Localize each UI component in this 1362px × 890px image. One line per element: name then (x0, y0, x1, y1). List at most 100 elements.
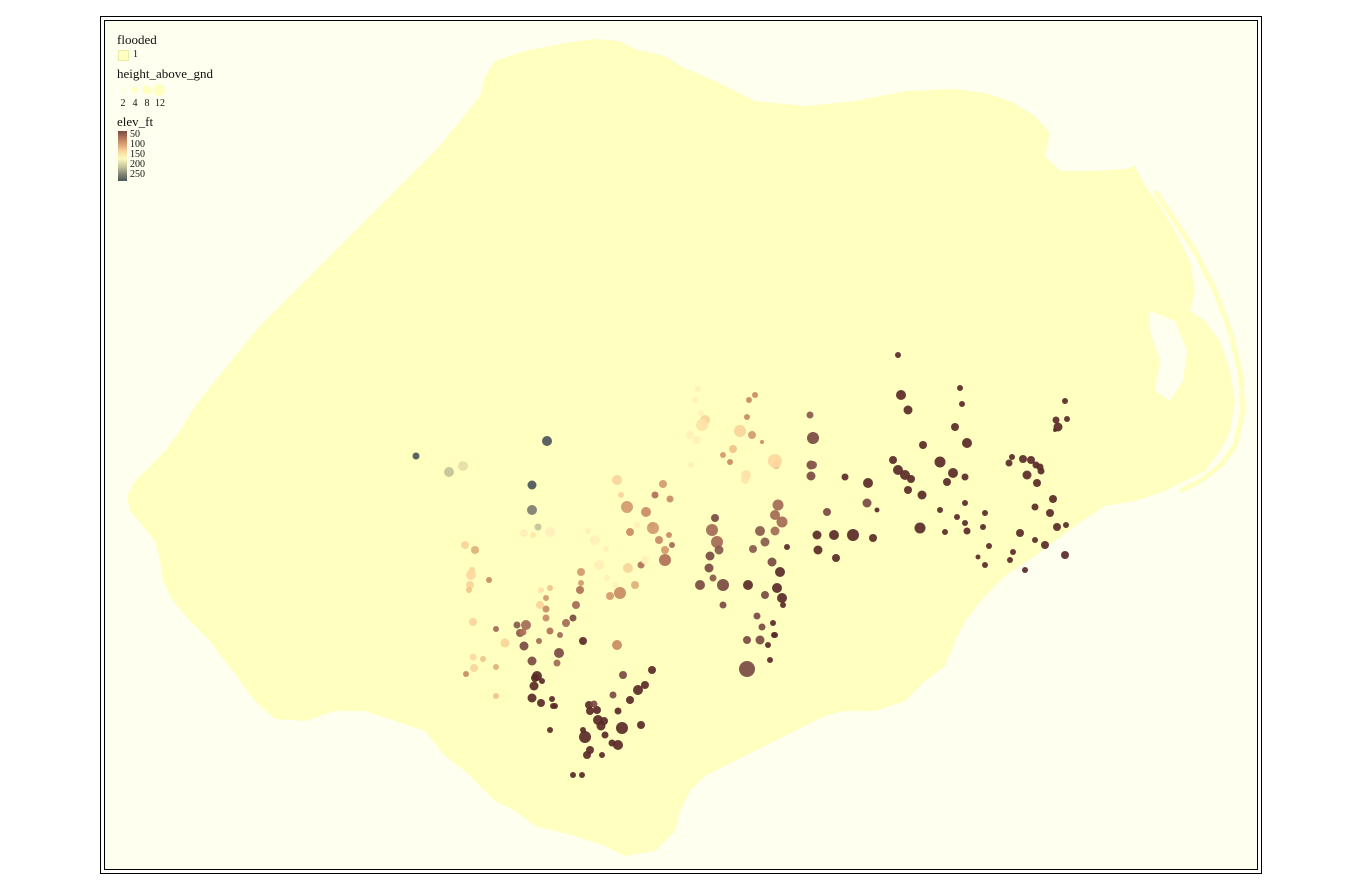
gauge-point (863, 478, 873, 488)
legend-height-symbol-12 (153, 84, 165, 96)
gauge-point (806, 471, 816, 481)
gauge-point (706, 524, 718, 536)
gauge-point (1063, 522, 1069, 528)
gauge-point (755, 526, 765, 536)
gauge-point (527, 656, 537, 666)
sound-water (1150, 311, 1187, 401)
gauge-point (717, 579, 729, 591)
gauge-point (1027, 456, 1035, 464)
gauge-point (752, 392, 758, 398)
gauge-point (1010, 549, 1016, 555)
gauge-point (666, 495, 674, 503)
gauge-point (500, 638, 510, 648)
gauge-point (486, 577, 492, 583)
gauge-point (641, 556, 649, 564)
gauge-point (530, 532, 536, 538)
gauge-point (743, 636, 751, 644)
gauge-point (601, 731, 609, 739)
gauge-point (547, 585, 553, 591)
gauge-point (919, 441, 927, 449)
gauge-point (748, 431, 756, 439)
gauge-point (711, 514, 719, 522)
gauge-point (603, 546, 609, 552)
gauge-point (772, 499, 784, 511)
gauge-point (962, 438, 972, 448)
legend-flooded-title: flooded (117, 32, 157, 47)
map-legend: flooded 1 height_above_gnd 2 4 8 12 elev… (117, 33, 213, 181)
gauge-point (776, 516, 788, 528)
gauge-point (634, 522, 640, 528)
gauge-point (586, 707, 594, 715)
gauge-point (841, 473, 849, 481)
gauge-point (982, 510, 988, 516)
gauge-point (980, 524, 986, 530)
gauge-point (480, 656, 486, 662)
gauge-point (1019, 455, 1027, 463)
gauge-point (412, 452, 420, 460)
gauge-point (669, 542, 675, 548)
gauge-point (954, 514, 960, 520)
gauge-point (599, 752, 605, 758)
gauge-point (982, 562, 988, 568)
gauge-point (593, 706, 601, 714)
legend-elev-label-150: 150 (130, 149, 145, 160)
gauge-point (537, 699, 545, 707)
gauge-point (458, 461, 468, 471)
gauge-point (609, 691, 617, 699)
gauge-point (493, 626, 499, 632)
legend-height-symbol-4 (132, 87, 138, 93)
legend-flooded-item: 1 (117, 47, 213, 61)
gauge-point (755, 635, 765, 645)
gauge-point (767, 657, 773, 663)
gauge-point (704, 563, 714, 573)
gauge-point (770, 510, 780, 520)
legend-elev-title: elev_ft (117, 114, 154, 129)
gauge-point (772, 583, 782, 593)
gauge-point (493, 693, 499, 699)
gauge-point (823, 508, 831, 516)
gauge-point (714, 545, 724, 555)
gauge-point (594, 560, 604, 570)
gauge-point (688, 462, 694, 468)
gauge-point (729, 445, 737, 453)
gauge-point (959, 401, 965, 407)
gauge-point (444, 467, 454, 477)
gauge-point (812, 530, 822, 540)
gauge-point (659, 480, 667, 488)
gauge-point (753, 612, 761, 620)
gauge-point (570, 772, 576, 778)
gauge-point (806, 411, 814, 419)
legend-elev-label-50: 50 (130, 129, 140, 140)
gauge-points (412, 352, 1070, 778)
gauge-point (466, 581, 474, 589)
gauge-point (1009, 454, 1015, 460)
gauge-point (649, 522, 655, 528)
gauge-point (590, 700, 598, 708)
legend-elev-ramp (118, 131, 127, 181)
gauge-point (637, 721, 645, 729)
gauge-point (862, 498, 872, 508)
legend-elev-label-250: 250 (130, 169, 145, 180)
gauge-point (542, 436, 552, 446)
gauge-point (538, 587, 544, 593)
gauge-point (542, 614, 550, 622)
legend-height-label-2: 2 (120, 98, 126, 109)
legend-height-label-12: 12 (155, 98, 165, 109)
gauge-point (765, 642, 771, 648)
gauge-point (520, 529, 528, 537)
gauge-point (466, 587, 472, 593)
gauge-point (1053, 523, 1061, 531)
gauge-point (711, 536, 723, 548)
gauge-point (596, 721, 606, 731)
legend-height-label-8: 8 (144, 98, 150, 109)
gauge-point (557, 632, 563, 638)
gauge-point (553, 659, 561, 667)
gauge-point (937, 507, 943, 513)
gauge-point (463, 671, 469, 677)
legend-height-symbol-2 (121, 88, 125, 92)
gauge-point (1062, 398, 1068, 404)
gauge-point (616, 722, 628, 734)
gauge-point (469, 653, 477, 661)
gauge-point (572, 601, 580, 609)
gauge-point (621, 501, 633, 513)
